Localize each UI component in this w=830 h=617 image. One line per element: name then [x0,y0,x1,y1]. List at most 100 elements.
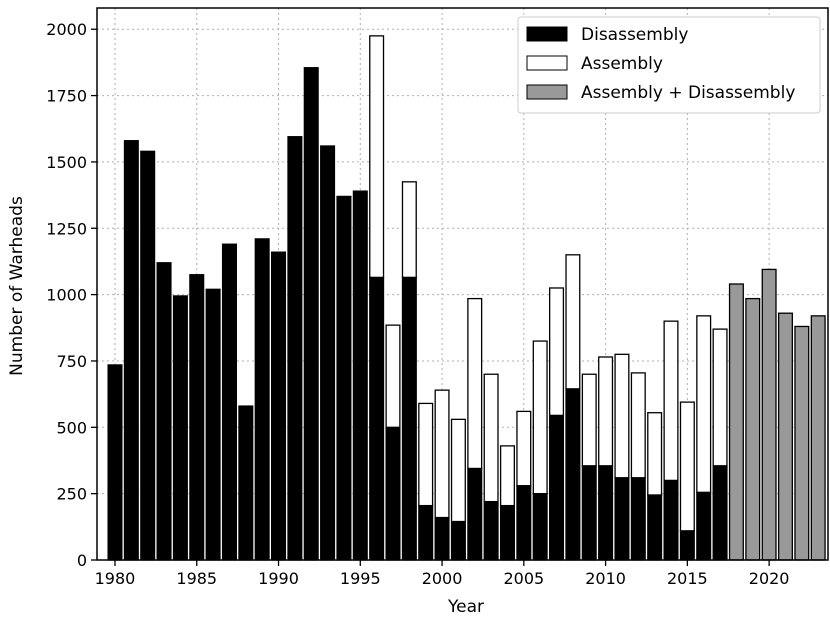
bar-disassembly [123,140,139,561]
bar-assembly [418,402,434,507]
bar-disassembly [107,364,123,561]
legend-swatch-assembly-disassembly [526,84,568,100]
bar-disassembly [696,491,712,561]
x-axis-label: Year [447,597,484,617]
axes [96,7,829,561]
legend-swatch-disassembly [526,26,568,42]
bar-disassembly [483,500,499,561]
bar-disassembly [549,414,565,561]
bar-disassembly [238,405,254,561]
bar-assembly [549,287,565,417]
bar-disassembly [221,243,237,561]
tick-marks: 0 250 500 750 1000 1250 1500 1750 2000 1980 1985 19… [46,20,789,588]
x-tick-label: 2000 [422,569,463,588]
bar-disassembly [614,477,630,561]
bar-disassembly [418,504,434,561]
bar-disassembly [140,150,156,561]
bar-assembly [647,412,663,496]
legend-label-assembly-disassembly: Assembly + Disassembly [581,83,795,103]
bar-assembly [663,320,679,482]
bar-assembly [401,181,417,279]
bar-disassembly [516,485,532,561]
bar-assembly [499,445,515,507]
bar-disassembly [303,67,319,561]
bar-disassembly [254,238,270,561]
bar-assembly-disassembly [745,297,761,561]
bar-assembly-disassembly [761,268,777,561]
bar-assembly [467,297,483,470]
bar-disassembly [679,530,695,561]
y-tick-label: 500 [56,418,87,437]
x-tick-label: 1985 [176,569,217,588]
bar-assembly [450,418,466,523]
bar-disassembly [352,190,368,561]
bar-disassembly [156,262,172,561]
bar-assembly [679,401,695,532]
legend-label-assembly: Assembly [581,54,663,74]
legend-item-disassembly: Disassembly [526,25,688,45]
bar-assembly-disassembly [728,283,744,561]
x-tick-label: 2015 [667,569,708,588]
bar-assembly [614,353,630,479]
bar-assembly-disassembly [777,312,793,561]
bar-assembly [532,340,548,495]
bar-disassembly [712,465,728,561]
bar-assembly [696,315,712,493]
bar-assembly [434,389,450,519]
x-tick-label: 2005 [503,569,544,588]
x-tick-label: 1980 [95,569,136,588]
bar-disassembly [663,479,679,561]
bar-disassembly [271,251,287,561]
legend-box [517,16,821,114]
legend-label-disassembly: Disassembly [581,25,688,45]
y-tick-label: 1000 [46,286,87,305]
bar-disassembly [434,516,450,561]
x-tick-label: 2010 [585,569,626,588]
bar-disassembly [336,195,352,561]
bar-disassembly [189,274,205,561]
y-tick-label: 750 [56,352,87,371]
bar-assembly [598,356,614,467]
y-tick-label: 250 [56,485,87,504]
bar-assembly [369,35,385,279]
bar-disassembly [385,426,401,561]
legend-item-assembly-disassembly: Assembly + Disassembly [526,83,795,103]
bar-disassembly [450,520,466,561]
bar-disassembly [172,295,188,561]
bar-disassembly [499,504,515,561]
bar-disassembly [369,276,385,561]
bar-disassembly [401,276,417,561]
bar-assembly-disassembly [810,315,826,561]
bar-disassembly [647,494,663,561]
bar-disassembly [320,145,336,561]
bar-disassembly [565,388,581,561]
bar-disassembly [467,467,483,561]
bar-assembly [712,328,728,467]
bar-assembly-disassembly [794,325,810,561]
bar-disassembly [532,493,548,561]
y-tick-label: 1250 [46,219,87,238]
bar-assembly [630,372,646,479]
x-tick-label: 1990 [258,569,299,588]
bar-disassembly [287,136,303,561]
bar-assembly [385,324,401,428]
bar-assembly [565,254,581,390]
bar-disassembly [581,465,597,561]
bar-assembly [581,373,597,467]
y-tick-label: 2000 [46,20,87,39]
legend-swatch-assembly [526,55,568,71]
y-tick-label: 1750 [46,87,87,106]
y-axis-label: Number of Warheads [7,196,27,376]
bar-assembly [483,373,499,503]
y-tick-label: 0 [77,551,87,570]
legend-item-assembly: Assembly [526,54,663,74]
legend: Disassembly Assembly Assembly + Disassem… [517,16,821,114]
plot-frame [96,7,829,561]
bar-assembly [516,410,532,487]
bar-disassembly [598,465,614,561]
x-tick-label: 2020 [749,569,790,588]
bar-disassembly [630,477,646,561]
bar-disassembly [205,288,221,561]
